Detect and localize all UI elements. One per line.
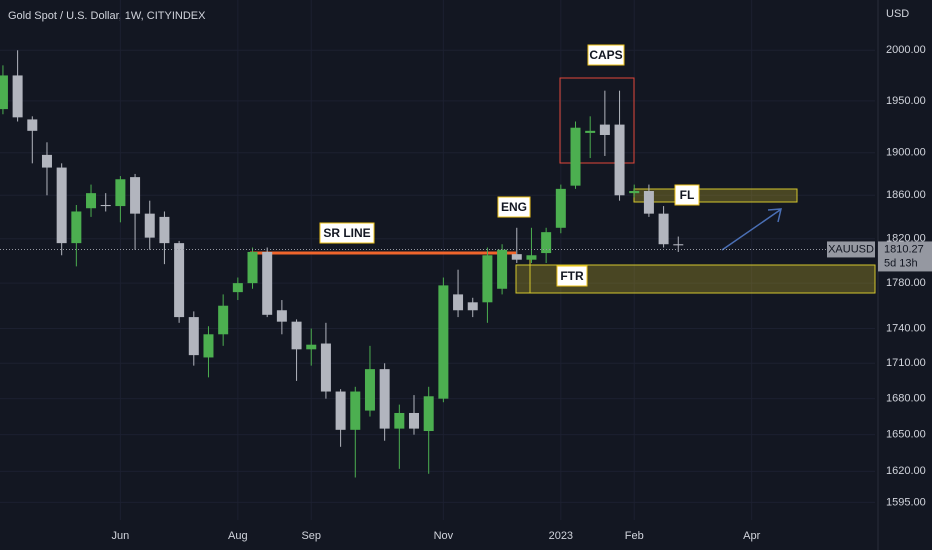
x-tick-label: Aug (228, 530, 248, 542)
x-tick-label: Apr (743, 530, 760, 542)
candle-body (188, 317, 199, 356)
x-tick-label: Sep (301, 530, 321, 542)
candle-body (232, 283, 243, 293)
candle-body (409, 412, 420, 429)
candle-body (306, 344, 317, 350)
candle-body (673, 244, 684, 246)
last-price-label: 1810.27 (884, 243, 924, 255)
candle-body (423, 396, 434, 432)
candle-body (247, 251, 258, 284)
candle-body (438, 285, 449, 399)
candle-body (379, 369, 390, 429)
candle-body (144, 213, 155, 238)
candle-body (526, 255, 537, 260)
tag-caps: CAPS (589, 48, 622, 62)
currency-label: USD (886, 8, 909, 20)
candle-body (56, 167, 67, 244)
tag-box (556, 265, 588, 287)
y-tick-label: 1740.00 (886, 322, 926, 334)
labels: CAPS SR LINE ENG FL FTR (319, 44, 700, 287)
x-tick-label: 2023 (549, 530, 573, 542)
candle-body (658, 213, 669, 245)
candle-body (555, 188, 566, 228)
chart-title: Gold Spot / U.S. Dollar, 1W, CITYINDEX (8, 10, 206, 22)
candle-body (100, 204, 111, 207)
y-tick-label: 1780.00 (886, 277, 926, 289)
candle-body (541, 232, 552, 254)
candle-body (174, 243, 185, 318)
tag-box (319, 222, 375, 244)
candle-body (364, 369, 375, 411)
candle-body (115, 179, 126, 207)
candle-body (467, 302, 478, 311)
candle-body (71, 211, 82, 244)
x-tick-label: Feb (625, 530, 644, 542)
candle-body (130, 177, 141, 214)
candle-body (629, 191, 640, 194)
candle-body (86, 193, 97, 209)
tag-box (497, 196, 531, 218)
tag-box (674, 184, 700, 206)
candle-body (482, 255, 493, 303)
candle-body (394, 412, 405, 429)
candles (0, 50, 684, 478)
y-tick-label: 1860.00 (886, 189, 926, 201)
candle-body (350, 391, 361, 430)
tag-box (587, 44, 625, 66)
candle-body (643, 191, 654, 214)
y-tick-label: 1595.00 (886, 496, 926, 508)
countdown-label: 5d 13h (884, 257, 918, 269)
candle-body (320, 343, 331, 392)
candle-body (335, 391, 346, 430)
y-tick-label: 1900.00 (886, 147, 926, 159)
candle-body (262, 251, 273, 315)
candle-body (511, 254, 522, 260)
symbol-box (827, 241, 875, 258)
candle-body (0, 75, 8, 110)
tag-sr: SR LINE (323, 226, 370, 240)
y-tick-label: 2000.00 (886, 44, 926, 56)
candle-body (276, 310, 287, 322)
arrow (721, 208, 782, 251)
y-tick-label: 1620.00 (886, 465, 926, 477)
tag-ftr: FTR (560, 269, 584, 283)
x-tick-label: Nov (434, 530, 454, 542)
candle-body (497, 249, 508, 289)
y-tick-label: 1650.00 (886, 429, 926, 441)
candle-body (27, 119, 38, 131)
candle-body (218, 305, 229, 335)
candle-body (291, 321, 302, 350)
candle-body (203, 334, 214, 358)
candle-body (570, 127, 581, 186)
tag-fl: FL (680, 188, 695, 202)
symbol-label: XAUUSD (828, 243, 874, 255)
y-tick-label: 1710.00 (886, 357, 926, 369)
caps-box (559, 77, 635, 164)
candle-body (585, 130, 596, 133)
fl-zone (633, 188, 798, 203)
x-tick-label: Jun (112, 530, 130, 542)
y-tick-label: 1950.00 (886, 95, 926, 107)
y-tick-label: 1680.00 (886, 393, 926, 405)
tag-eng: ENG (501, 200, 527, 214)
candle-body (453, 294, 464, 311)
candle-body (614, 124, 625, 196)
candle-body (41, 154, 52, 168)
price-box (878, 241, 932, 272)
candle-body (599, 124, 610, 135)
candle-body (12, 75, 23, 118)
candle-body (159, 216, 170, 244)
